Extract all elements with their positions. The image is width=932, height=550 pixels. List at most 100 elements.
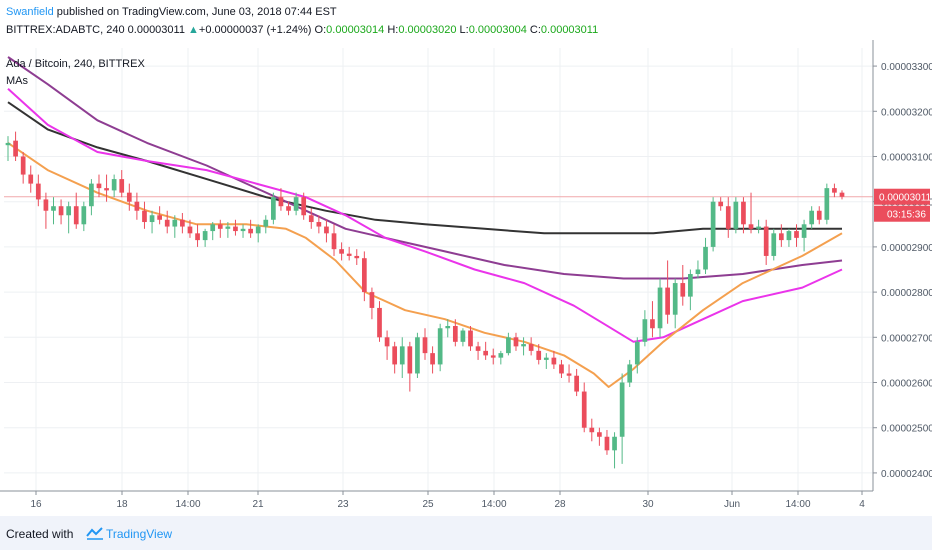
time-tick-label: 14:00 xyxy=(785,499,810,510)
price-tick-label: 0.00003100 xyxy=(881,152,932,163)
time-tick-label: 23 xyxy=(337,499,349,510)
candle-body xyxy=(81,206,87,225)
candle-body xyxy=(293,197,299,211)
candle-body xyxy=(149,215,155,223)
candle-body xyxy=(490,355,496,358)
countdown-tag-text: 03:15:36 xyxy=(887,210,926,221)
candle-body xyxy=(483,350,489,356)
candle-body xyxy=(824,188,830,220)
candle-body xyxy=(255,226,261,234)
candle-body xyxy=(733,201,739,229)
candle-body xyxy=(331,233,337,250)
last-price-tag: 0.00003011 xyxy=(874,188,932,205)
candle-body xyxy=(763,226,769,256)
time-tick-label: 4 xyxy=(859,499,865,510)
candle-body xyxy=(142,210,147,223)
candle-body xyxy=(521,344,526,347)
candle-body xyxy=(778,233,784,241)
created-with-text: Created with xyxy=(6,527,74,541)
candle-body xyxy=(634,341,640,365)
candle-body xyxy=(271,197,276,220)
candle-body xyxy=(475,346,481,351)
candle-body xyxy=(506,337,511,354)
candle-body xyxy=(703,246,708,270)
candle-body xyxy=(187,226,193,234)
candle-body xyxy=(43,199,49,211)
candle-body xyxy=(801,224,807,238)
candle-body xyxy=(756,226,761,229)
arrow-up-icon: ▲ xyxy=(188,24,199,36)
candle-body xyxy=(134,201,140,211)
symbol-label: BITTREX:ADABTC, 240 xyxy=(6,24,125,36)
candle-body xyxy=(619,382,625,437)
candle-body xyxy=(164,219,170,227)
indicator-label: MAs xyxy=(6,75,29,87)
candle-body xyxy=(240,228,246,232)
candle-body xyxy=(665,287,670,315)
published-text: published on TradingView.com, June 03, 2… xyxy=(56,6,337,18)
author-link[interactable]: Swanfield xyxy=(6,6,54,18)
candle-body xyxy=(543,357,549,360)
candle-body xyxy=(437,328,443,365)
candle-body xyxy=(58,206,64,216)
low-value: 0.00003004 xyxy=(468,24,527,36)
candle-body xyxy=(202,231,208,241)
tradingview-brand[interactable]: TradingView xyxy=(106,527,173,541)
candle-body xyxy=(816,210,822,220)
candle-body xyxy=(278,197,284,207)
price-tick-label: 0.00002500 xyxy=(881,424,932,435)
candle-body xyxy=(339,249,344,254)
candle-body xyxy=(809,210,815,225)
candle-body xyxy=(839,192,845,197)
candle-body xyxy=(832,188,837,193)
candle-body xyxy=(612,436,617,451)
candle-body xyxy=(513,337,519,347)
candle-body xyxy=(498,353,504,358)
candle-body xyxy=(35,183,41,200)
candle-body xyxy=(126,192,132,202)
candle-body xyxy=(528,344,534,351)
candle-body xyxy=(384,337,390,347)
candle-body xyxy=(308,215,314,223)
candle-body xyxy=(445,326,451,329)
price-tick-label: 0.00003200 xyxy=(881,107,932,118)
candle-body xyxy=(407,346,413,374)
change-text: +0.00000037 (+1.24%) xyxy=(198,24,312,36)
candle-body xyxy=(20,156,26,175)
chart-header: Swanfield published on TradingView.com, … xyxy=(0,0,932,40)
candle-body xyxy=(748,224,754,229)
high-label: H: xyxy=(387,24,399,36)
candle-body xyxy=(180,219,185,227)
moving-average-line xyxy=(7,87,843,343)
price-tick-label: 0.00002400 xyxy=(881,469,932,480)
time-tick-label: 25 xyxy=(422,499,434,510)
moving-average-line xyxy=(7,101,842,235)
time-tick-label: 14:00 xyxy=(481,499,506,510)
candle-body xyxy=(460,330,466,342)
candle-body xyxy=(354,255,360,259)
candle-body xyxy=(627,364,633,383)
price-axis[interactable]: 0.000033000.000032000.000031000.00003000… xyxy=(873,62,932,480)
last-price: 0.00003011 xyxy=(127,24,185,36)
candle-body xyxy=(301,197,307,216)
candle-body xyxy=(28,174,34,184)
ohlc-info: BITTREX:ADABTC, 240 0.00003011 ▲+0.00000… xyxy=(6,24,598,36)
time-tick-label: 16 xyxy=(30,499,42,510)
open-value: 0.00003014 xyxy=(326,24,385,36)
time-tick-label: 30 xyxy=(642,499,654,510)
candle-body xyxy=(172,219,178,227)
time-tick-label: 21 xyxy=(252,499,264,510)
candle-body xyxy=(574,375,579,392)
price-chart[interactable]: 0.000033000.000032000.000031000.00003000… xyxy=(0,40,932,516)
candle-body xyxy=(536,350,542,360)
candle-body xyxy=(415,337,420,374)
grid xyxy=(4,48,873,491)
time-axis[interactable]: 16 18 14:00 21 23 25 14:00 28 30 Jun 14:00 4 xyxy=(30,491,865,510)
candle-body xyxy=(248,228,253,234)
candle-body xyxy=(263,219,269,227)
candle-body xyxy=(119,179,125,193)
candle-body xyxy=(377,307,382,338)
candle-body xyxy=(589,427,595,433)
candle-body xyxy=(96,183,102,189)
price-tick-label: 0.00002600 xyxy=(881,379,932,390)
